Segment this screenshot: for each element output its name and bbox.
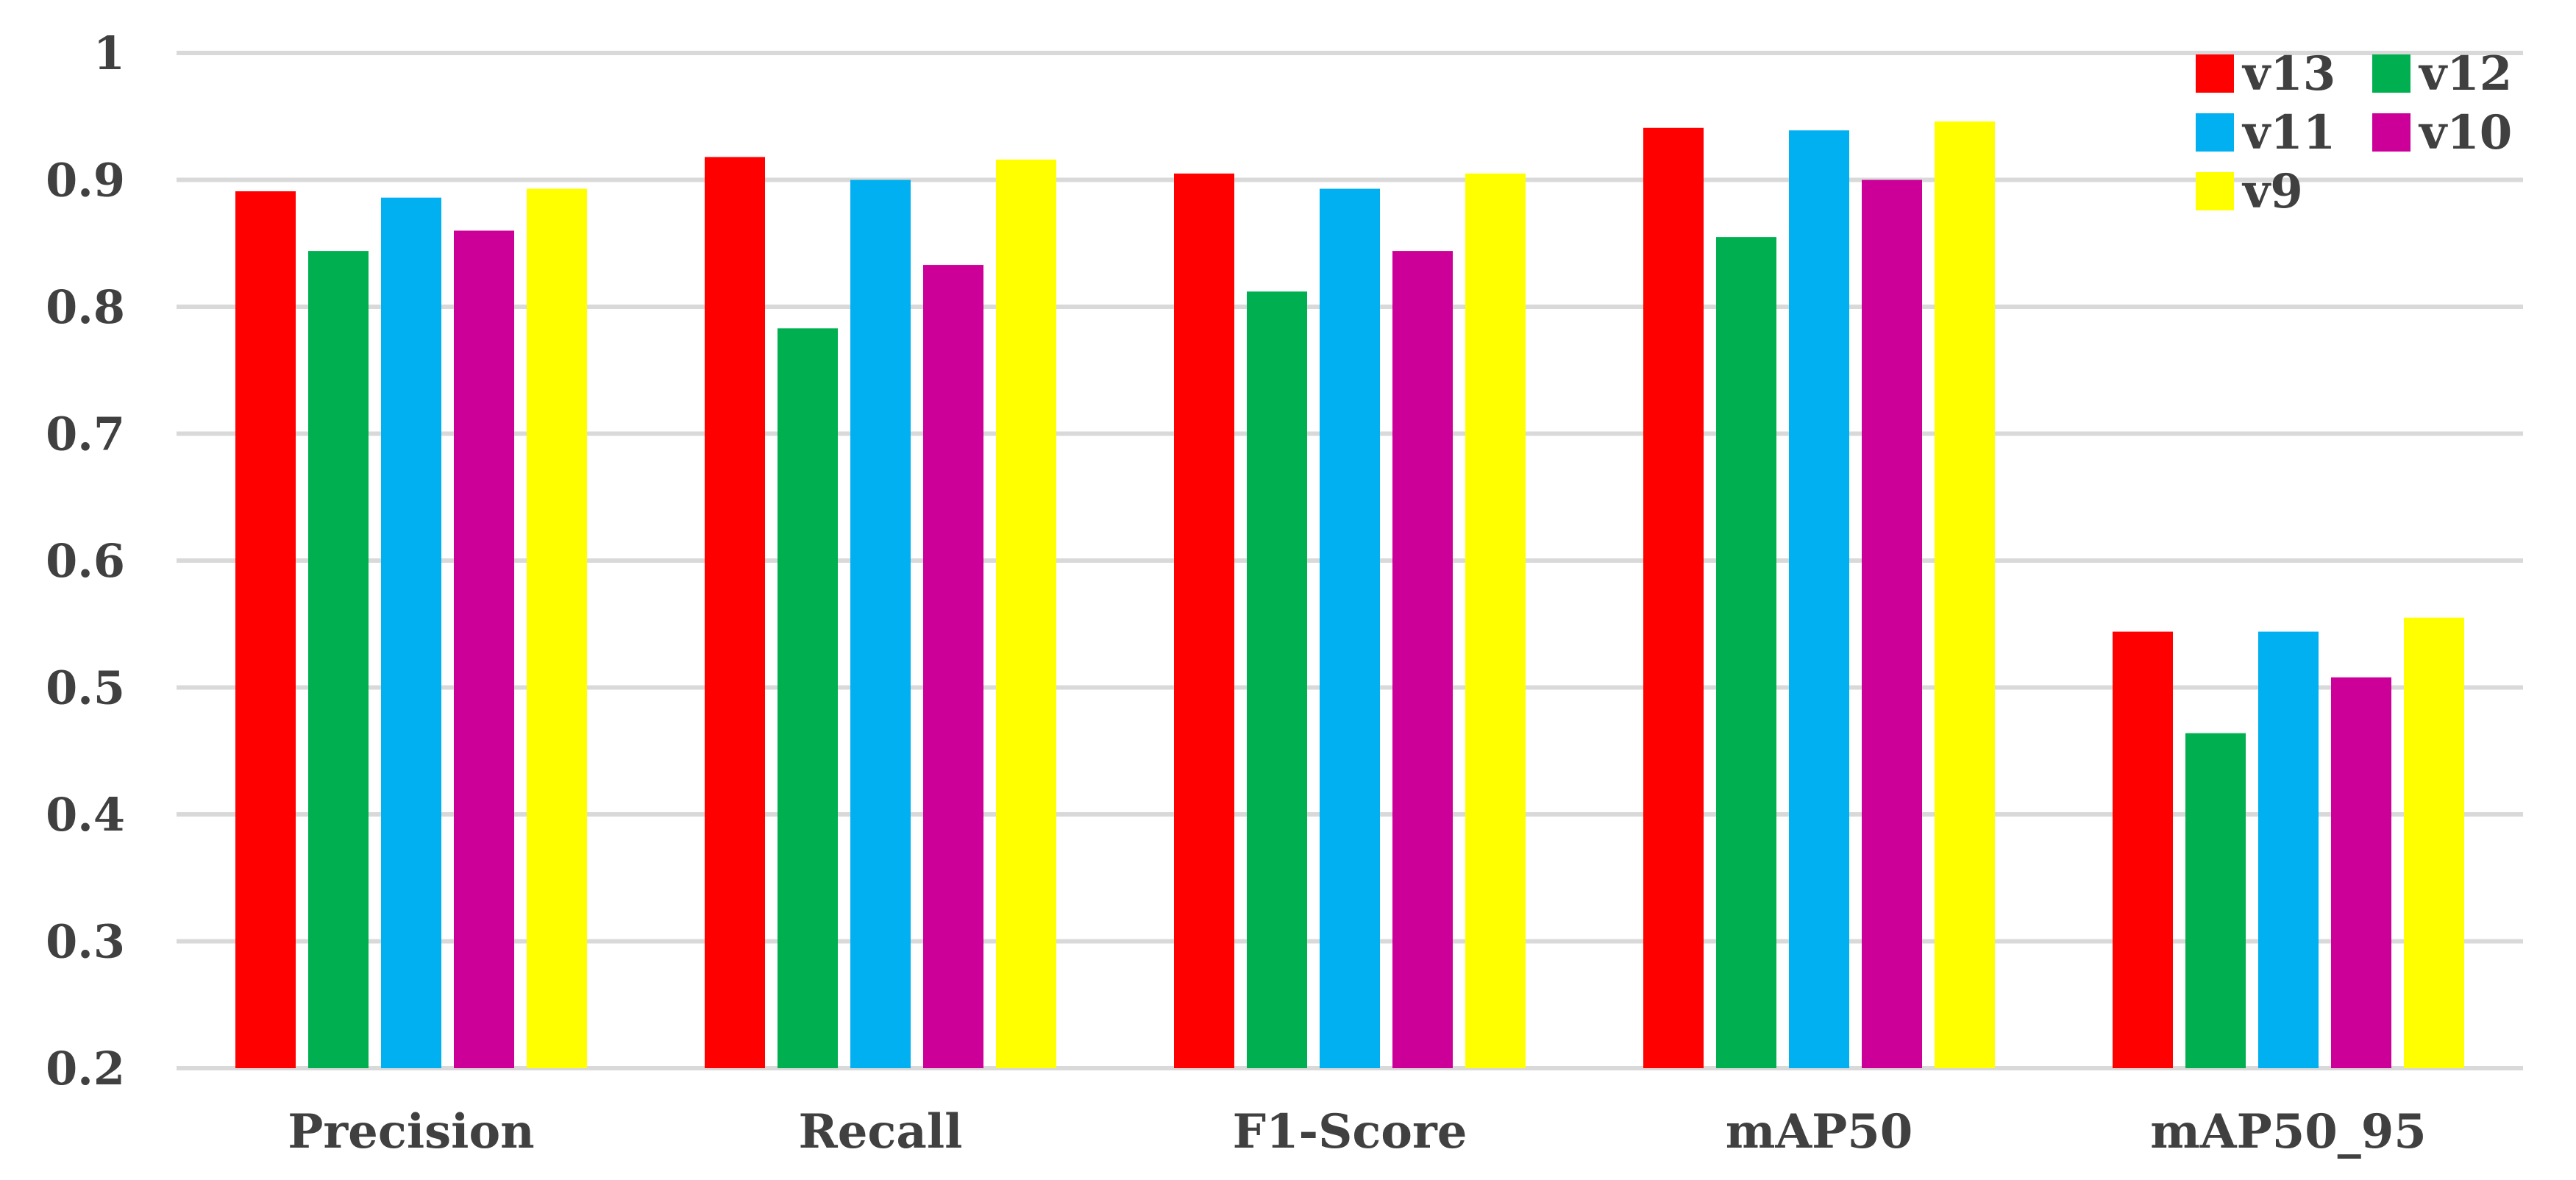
bar-v9-map50_95 [2404,617,2464,1068]
bar-v10-map50 [1862,180,1922,1068]
y-tick-label: 0.5 [46,661,125,715]
bar-v9-f1-score [1465,173,1526,1068]
bars [235,121,2464,1069]
legend-swatch-v11 [2196,113,2234,152]
x-category-label: Recall [799,1104,963,1159]
bar-v12-recall [778,328,838,1068]
legend-swatch-v13 [2196,54,2234,93]
y-tick-label: 0.4 [46,788,125,842]
bar-v11-recall [850,180,911,1068]
legend-swatch-v9 [2196,172,2234,210]
x-category-label: mAP50_95 [2150,1104,2427,1159]
bar-v12-precision [308,251,369,1069]
bar-v9-recall [996,159,1056,1068]
y-tick-label: 0.2 [46,1042,125,1095]
bar-v13-map50 [1643,127,1704,1068]
legend-label-v10: v10 [2418,105,2512,160]
bar-v10-f1-score [1392,251,1453,1069]
y-tick-label: 1 [93,26,125,80]
bar-v13-recall [705,157,765,1069]
bar-v12-map50 [1716,237,1776,1068]
y-tick-label: 0.3 [46,915,125,969]
legend-label-v13: v13 [2241,46,2335,102]
x-category-label: F1-Score [1233,1104,1467,1159]
bar-v13-f1-score [1174,173,1234,1068]
bar-v10-map50_95 [2331,677,2391,1068]
bar-v11-precision [381,197,441,1068]
legend: v13 v12 v11 v10 v9 [2196,46,2512,219]
x-category-label: Precision [288,1104,534,1159]
x-axis-category-labels: Precision Recall F1-Score mAP50 mAP50_95 [288,1104,2427,1159]
bar-v12-map50_95 [2185,733,2246,1068]
y-tick-label: 0.7 [46,408,125,461]
bar-v11-map50 [1789,130,1849,1069]
legend-swatch-v12 [2372,54,2410,93]
bar-v9-precision [527,188,587,1069]
bar-v10-recall [923,265,983,1069]
bar-v10-precision [454,230,514,1068]
y-axis-tick-labels: 0.2 0.3 0.4 0.5 0.6 0.7 0.8 0.9 1 [46,26,125,1095]
bar-v11-map50_95 [2258,631,2319,1068]
legend-label-v12: v12 [2418,46,2512,102]
y-tick-label: 0.6 [46,534,125,588]
legend-label-v11: v11 [2241,105,2335,160]
bar-v13-precision [235,191,296,1068]
legend-label-v9: v9 [2241,164,2303,219]
x-category-label: mAP50 [1726,1104,1913,1159]
legend-swatch-v10 [2372,113,2410,152]
bar-v11-f1-score [1320,188,1380,1069]
y-tick-label: 0.9 [46,154,125,207]
bar-v13-map50_95 [2113,631,2173,1068]
y-tick-label: 0.8 [46,280,125,334]
bar-v9-map50 [1935,121,1995,1068]
bar-v12-f1-score [1247,291,1307,1068]
